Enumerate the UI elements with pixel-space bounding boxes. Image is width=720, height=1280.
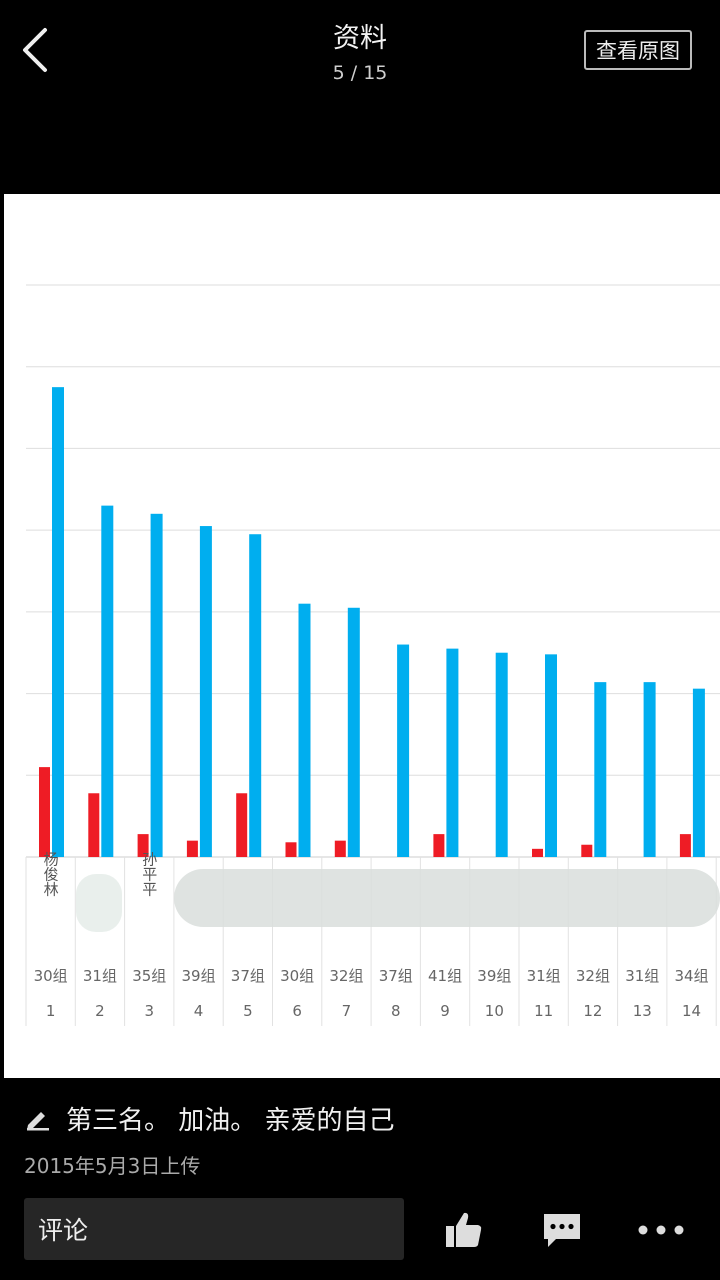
back-arrow-icon — [23, 28, 47, 72]
x-tick-label: 14 — [682, 1002, 701, 1020]
bar-blue — [397, 644, 410, 857]
bar-blue — [692, 688, 705, 857]
photo-counter: 5 / 15 — [332, 62, 388, 84]
x-tick-label: 1 — [46, 1002, 56, 1020]
upload-time: 2015年5月3日上传 — [24, 1154, 201, 1178]
bar-blue — [298, 603, 311, 857]
group-label: 32组 — [329, 967, 363, 985]
group-label: 37组 — [231, 967, 265, 985]
comment-button[interactable] — [535, 1204, 589, 1256]
bar-red — [433, 834, 445, 857]
bar-blue — [101, 505, 114, 857]
like-button[interactable] — [436, 1204, 490, 1256]
comment-bubble-icon — [544, 1214, 580, 1247]
bar-blue — [495, 652, 508, 857]
bar-blue — [52, 387, 64, 857]
more-dots-icon — [638, 1225, 684, 1235]
bar-red — [236, 793, 248, 857]
name-label: 杨俊林 — [42, 852, 60, 897]
group-label: 30组 — [280, 967, 314, 985]
bar-red — [679, 834, 691, 857]
thumbs-up-icon — [446, 1212, 482, 1247]
group-label: 31组 — [527, 967, 561, 985]
blurred-name — [76, 874, 122, 932]
pencil-icon — [27, 1112, 49, 1131]
page-title: 资料 — [333, 23, 387, 54]
x-tick-label: 12 — [583, 1002, 602, 1020]
group-label: 31组 — [83, 967, 117, 985]
x-tick-label: 13 — [633, 1002, 652, 1020]
bar-red — [137, 834, 149, 857]
x-tick-label: 4 — [194, 1002, 204, 1020]
bar-blue — [545, 654, 557, 857]
group-label: 37组 — [379, 967, 413, 985]
bar-red — [88, 793, 100, 857]
x-tick-label: 9 — [440, 1002, 450, 1020]
x-tick-label: 6 — [292, 1002, 302, 1020]
x-tick-label: 5 — [243, 1002, 253, 1020]
x-tick-label: 2 — [95, 1002, 105, 1020]
x-tick-label: 7 — [342, 1002, 352, 1020]
bar-blue — [199, 526, 212, 857]
group-label: 41组 — [428, 967, 462, 985]
caption-text: 第三名。 加油。 亲爱的自己 — [66, 1105, 395, 1136]
blurred-names — [174, 869, 720, 927]
x-tick-label: 8 — [391, 1002, 401, 1020]
x-tick-label: 11 — [534, 1002, 553, 1020]
view-original-button[interactable]: 查看原图 — [584, 30, 692, 70]
bar-blue — [150, 513, 163, 857]
comment-input[interactable]: 评论 — [24, 1198, 404, 1260]
bar-red — [581, 844, 593, 857]
group-label: 32组 — [576, 967, 610, 985]
bar-blue — [249, 534, 262, 857]
bar-red — [334, 840, 346, 857]
bar-red — [285, 842, 297, 857]
name-label: 孙平平 — [140, 852, 158, 897]
more-button[interactable] — [634, 1204, 688, 1256]
bar-red — [39, 767, 50, 857]
group-label: 31组 — [625, 967, 659, 985]
bar-blue — [347, 607, 360, 857]
group-label: 39组 — [182, 967, 216, 985]
group-label: 30组 — [34, 967, 68, 985]
x-tick-label: 10 — [485, 1002, 504, 1020]
bar-blue — [643, 682, 656, 857]
bar-blue — [594, 682, 607, 857]
group-label: 39组 — [477, 967, 511, 985]
photo-caption: 第三名。 加油。 亲爱的自己 — [24, 1096, 395, 1140]
bar-chart: 杨俊林 30组 1 31组 2 孙平平 35组 3 39组 4 37组 5 30组 6 32组 7 37组 8 41… — [25, 284, 720, 1026]
group-label: 34组 — [675, 967, 709, 985]
x-tick-label: 3 — [144, 1002, 154, 1020]
bar-blue — [446, 648, 459, 857]
photo-viewer[interactable]: 杨俊林 30组 1 31组 2 孙平平 35组 3 39组 4 37组 5 30组 6 32组 7 37组 8 41… — [4, 194, 720, 1078]
bar-red — [532, 848, 543, 857]
bar-red — [186, 840, 198, 857]
group-label: 35组 — [132, 967, 166, 985]
top-bar: 资料 5 / 15 查看原图 — [0, 0, 720, 110]
back-button[interactable] — [10, 22, 58, 78]
